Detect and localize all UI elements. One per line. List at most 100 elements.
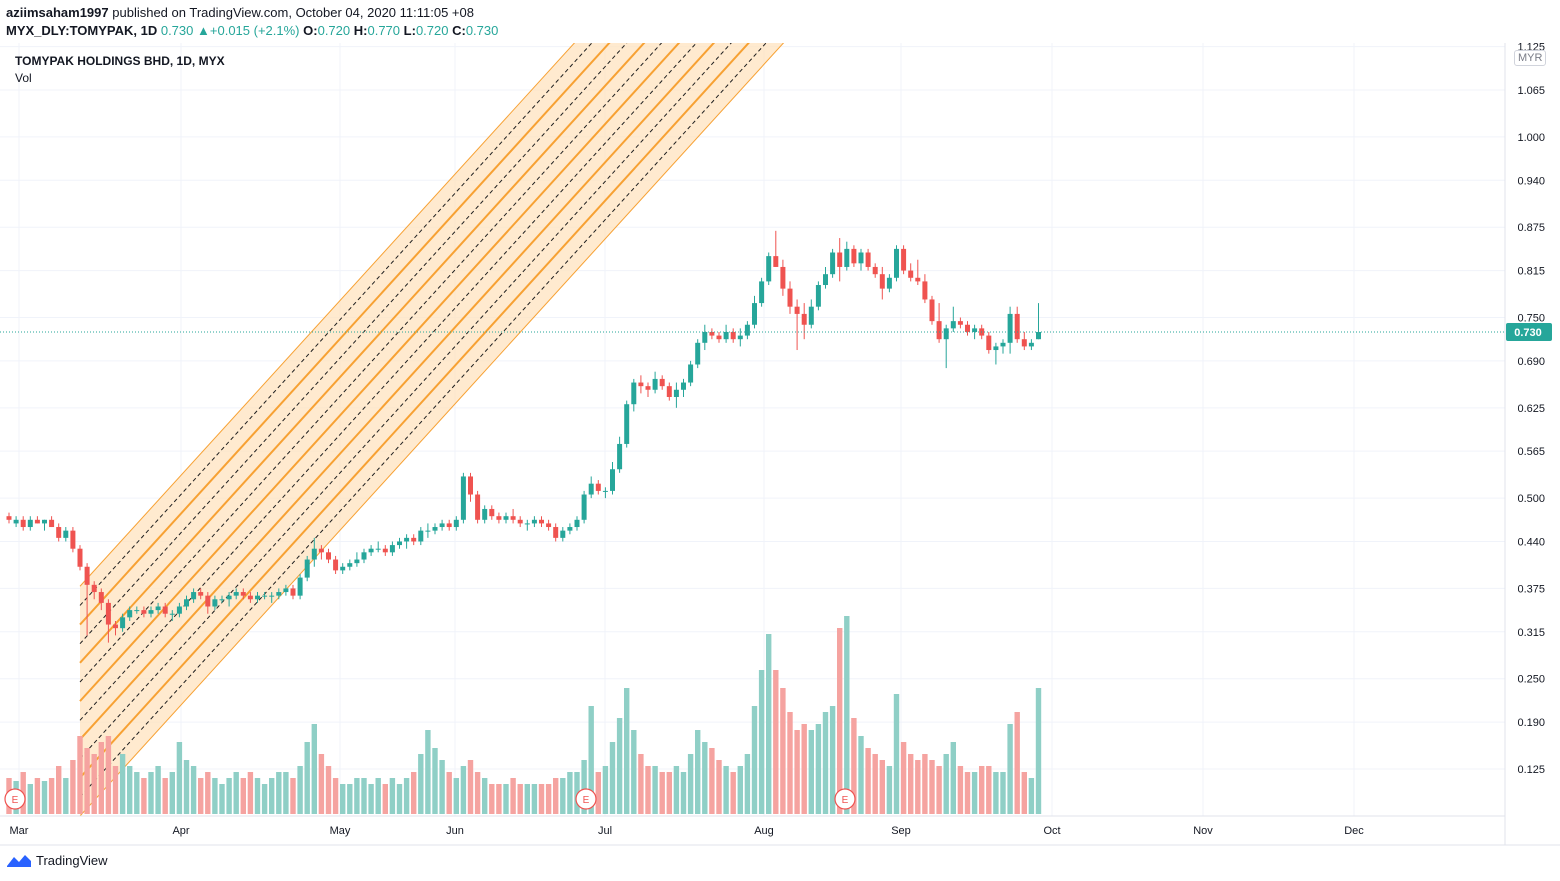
candle-body xyxy=(20,519,26,528)
volume-bar xyxy=(801,724,807,814)
earnings-marker-label: E xyxy=(583,795,590,806)
volume-bar xyxy=(723,766,729,814)
volume-bar xyxy=(219,784,225,814)
candle-body xyxy=(531,519,537,524)
volume-bar xyxy=(879,760,885,814)
candle-body xyxy=(318,548,324,553)
volume-bar xyxy=(183,760,190,814)
candle-body xyxy=(595,483,601,491)
volume-bar xyxy=(1007,724,1013,814)
time-tick-label: Jun xyxy=(446,825,464,837)
candle-body xyxy=(56,527,62,538)
candle-body xyxy=(965,324,970,332)
candle-body xyxy=(453,519,459,528)
candle-body xyxy=(901,248,907,271)
volume-bar xyxy=(460,766,467,814)
volume-bar xyxy=(631,730,637,814)
candle-body xyxy=(354,559,360,564)
footer-brand[interactable]: TradingView xyxy=(6,852,108,868)
volume-bar xyxy=(276,772,282,814)
candle-body xyxy=(333,559,339,571)
volume-bar xyxy=(354,778,360,814)
candle-body xyxy=(744,324,750,336)
candle-body xyxy=(553,527,559,538)
candle-body xyxy=(688,364,694,383)
volume-bar xyxy=(986,766,992,814)
candle-body xyxy=(837,252,843,267)
candle-body xyxy=(915,277,921,282)
author-name[interactable]: aziimsaham1997 xyxy=(6,5,109,20)
publish-info: aziimsaham1997 published on TradingView.… xyxy=(6,5,474,20)
candle-body xyxy=(929,299,935,322)
candle-body xyxy=(340,566,346,571)
volume-bar xyxy=(119,754,126,814)
volume-bar xyxy=(936,766,942,814)
volume-bar xyxy=(560,778,566,814)
volume-bar xyxy=(517,784,523,814)
volume-bar xyxy=(311,724,317,814)
volume-bar xyxy=(418,754,424,814)
candle-body xyxy=(63,530,69,538)
channel-line xyxy=(79,43,681,702)
candle-body xyxy=(610,469,615,491)
volume-bar xyxy=(432,748,438,814)
volume-bar xyxy=(77,736,83,814)
candle-body xyxy=(489,508,495,517)
volume-bar xyxy=(134,772,140,814)
candle-body xyxy=(1028,342,1034,347)
time-tick-label: Oct xyxy=(1043,825,1060,837)
price-tick-label: 0.375 xyxy=(1517,583,1545,595)
candle-body xyxy=(1036,331,1041,340)
candle-body xyxy=(844,248,850,267)
candle-body xyxy=(27,519,33,528)
currency-badge[interactable]: MYR xyxy=(1514,50,1547,66)
candle-body xyxy=(588,483,594,495)
volume-bar xyxy=(34,778,41,814)
candle-body xyxy=(972,328,978,332)
candle-body xyxy=(830,252,836,275)
candle-body xyxy=(794,306,800,314)
candle-body xyxy=(510,516,516,520)
candle-body xyxy=(638,382,644,387)
volume-bar xyxy=(908,754,914,814)
candle-body xyxy=(176,606,182,614)
low-value: 0.720 xyxy=(415,23,449,38)
candle-body xyxy=(460,476,466,520)
volume-bar xyxy=(233,772,239,814)
channel-line xyxy=(79,43,716,741)
candle-body xyxy=(801,313,807,325)
volume-bar xyxy=(808,730,814,814)
volume-bar xyxy=(190,766,197,814)
volume-bar xyxy=(127,766,133,814)
volume-bar xyxy=(254,778,261,814)
volume-bar xyxy=(467,760,474,814)
channel-line xyxy=(79,43,750,779)
candlestick-series xyxy=(6,230,1041,643)
candle-body xyxy=(496,516,502,520)
candle-body xyxy=(787,288,793,307)
volume-bar xyxy=(702,742,708,814)
candle-body xyxy=(425,530,431,532)
time-tick-label: Mar xyxy=(10,825,29,837)
price-tick-label: 0.500 xyxy=(1517,493,1545,505)
volume-bar xyxy=(687,754,694,814)
candle-body xyxy=(1014,313,1020,340)
candle-body xyxy=(283,588,289,593)
candle-body xyxy=(113,624,118,629)
brand-label: TradingView xyxy=(36,852,108,868)
candle-body xyxy=(311,548,317,560)
volume-bar xyxy=(382,784,388,814)
candle-body xyxy=(581,494,587,520)
candle-body xyxy=(84,566,90,585)
channel-line xyxy=(79,43,732,759)
candle-body xyxy=(546,523,552,528)
volume-legend[interactable]: Vol xyxy=(15,71,32,85)
volume-bar xyxy=(837,628,843,814)
published-text: published on TradingView.com, October 04… xyxy=(112,5,474,20)
volume-bar xyxy=(581,760,587,814)
candle-body xyxy=(219,599,225,601)
candle-body xyxy=(240,592,246,596)
volume-bars xyxy=(6,616,1042,814)
volume-bar xyxy=(1035,688,1042,814)
